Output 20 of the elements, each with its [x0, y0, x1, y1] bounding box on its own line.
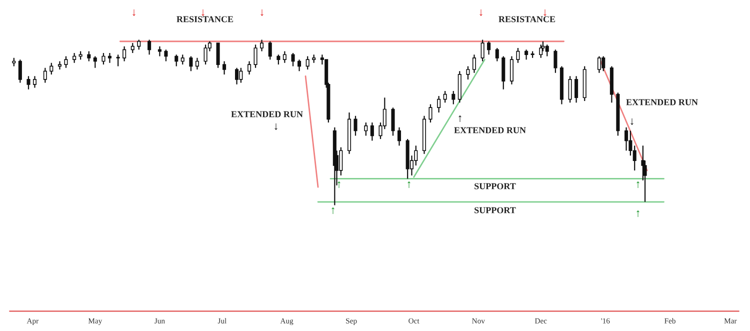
annotation: EXTENDED RUN — [626, 99, 698, 106]
text: ↓ — [260, 9, 264, 16]
text: ↓ — [544, 9, 546, 16]
annotation: EXTENDED RUN — [454, 127, 526, 134]
annotation: ↑ — [408, 181, 410, 188]
text: RESISTANCE — [498, 16, 556, 22]
annotation: ↑ — [636, 181, 640, 188]
annotation: ↓ — [630, 118, 634, 126]
text: RESISTANCE — [176, 16, 234, 22]
annotation: SUPPORT — [474, 183, 516, 190]
text: SUPPORT — [474, 207, 516, 214]
text: ↓ — [480, 9, 482, 16]
text: ↓ — [202, 9, 204, 16]
text: ↑ — [332, 207, 334, 214]
annotation: ↑ — [338, 181, 340, 188]
text: ↑ — [636, 210, 640, 218]
annotation: ↑ — [458, 115, 462, 122]
annotation: ↓ — [274, 123, 278, 130]
annotation: EXTENDED RUN — [231, 111, 303, 118]
text: ↓ — [132, 9, 136, 16]
